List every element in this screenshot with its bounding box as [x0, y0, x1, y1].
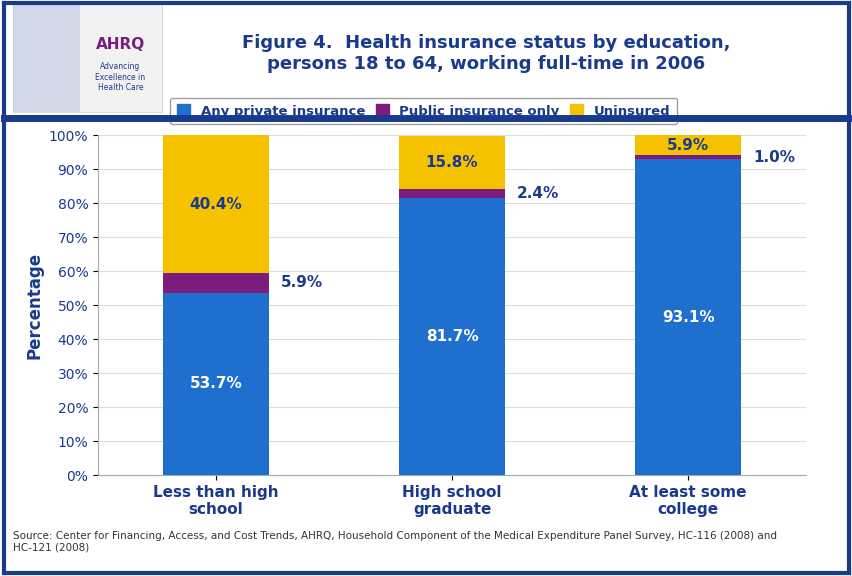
- Bar: [399, 198, 504, 475]
- Text: Figure 4.  Health insurance status by education,
persons 18 to 64, working full-: Figure 4. Health insurance status by edu…: [242, 34, 729, 73]
- Bar: [163, 135, 269, 272]
- Text: 1.0%: 1.0%: [752, 150, 794, 165]
- Text: 2.4%: 2.4%: [516, 186, 559, 201]
- Text: 81.7%: 81.7%: [425, 329, 478, 344]
- Bar: [163, 293, 269, 475]
- Text: 15.8%: 15.8%: [425, 155, 478, 170]
- Bar: [399, 190, 504, 198]
- Text: Source: Center for Financing, Access, and Cost Trends, AHRQ, Household Component: Source: Center for Financing, Access, an…: [13, 531, 776, 553]
- Bar: [634, 159, 740, 475]
- Bar: [634, 135, 740, 156]
- Text: AHRQ: AHRQ: [95, 37, 145, 52]
- Bar: [634, 156, 740, 159]
- Bar: [399, 136, 504, 190]
- Bar: [13, 3, 80, 112]
- Text: 93.1%: 93.1%: [661, 309, 714, 324]
- Bar: [163, 272, 269, 293]
- Text: 40.4%: 40.4%: [189, 196, 242, 211]
- Y-axis label: Percentage: Percentage: [26, 252, 43, 359]
- Legend: Any private insurance, Public insurance only, Uninsured: Any private insurance, Public insurance …: [170, 98, 676, 124]
- Text: 5.9%: 5.9%: [280, 275, 323, 290]
- Text: 5.9%: 5.9%: [666, 138, 708, 153]
- Text: 53.7%: 53.7%: [189, 377, 242, 392]
- Text: Advancing
Excellence in
Health Care: Advancing Excellence in Health Care: [95, 62, 145, 92]
